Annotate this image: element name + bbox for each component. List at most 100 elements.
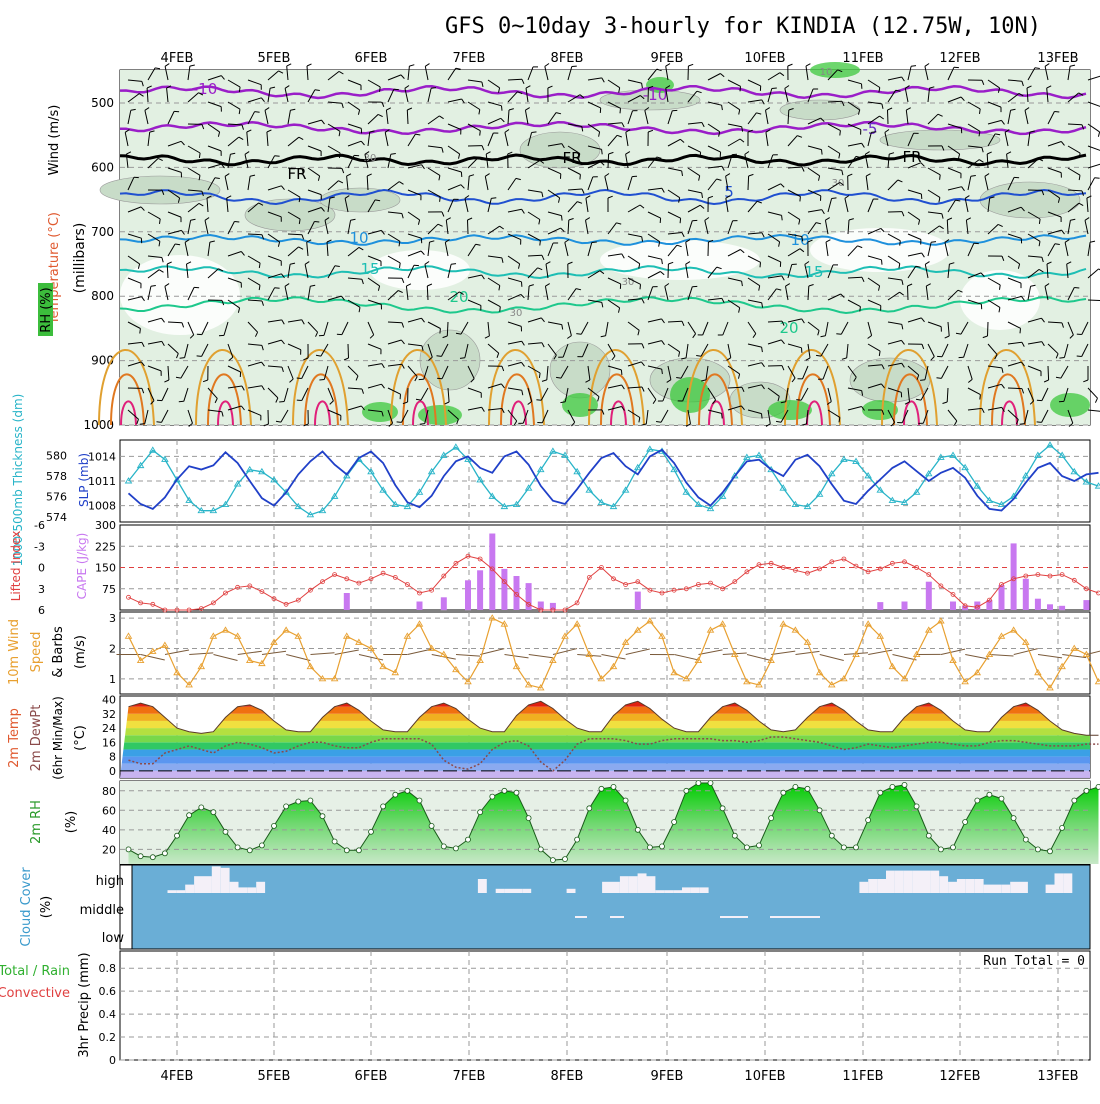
precip-tick-label: 0.2	[99, 1031, 117, 1044]
wind-barb-flag	[397, 422, 402, 423]
wind-barb-flag	[592, 242, 597, 243]
wind-barb-flag	[1039, 219, 1040, 224]
wind-barb-flag	[234, 222, 239, 223]
rh2m-point	[235, 845, 240, 850]
cape-tick-label: 150	[95, 562, 116, 575]
rh-high-area	[670, 377, 710, 413]
cloud-high-cell	[478, 879, 487, 893]
cape-bar	[1023, 579, 1029, 610]
cloud-high-cell	[176, 890, 185, 893]
rh2m-tick-label: 80	[102, 785, 116, 798]
wind-barb-shaft	[447, 322, 448, 336]
rh2m-point	[599, 786, 604, 791]
rh-contour-area	[245, 199, 335, 231]
upper-label-rh: RH (%)	[39, 287, 54, 332]
wind-barb-flag	[656, 422, 661, 423]
top-date-label: 8FEB	[551, 51, 584, 66]
wind-barb-flag	[307, 64, 312, 66]
thickness-tick-label: 574	[46, 511, 67, 524]
cloud-high-cell	[185, 885, 194, 893]
wind-barb-flag	[380, 87, 381, 92]
wind-tick-label: 1	[109, 673, 116, 686]
cloud-high-cell	[655, 890, 664, 893]
temp-band	[120, 728, 1090, 735]
wind-barb-flag	[197, 356, 202, 357]
precip-tick-label: 0	[109, 1054, 116, 1067]
cloud-high-cell	[673, 890, 682, 893]
cape-bar	[902, 602, 908, 611]
temp-tick-label: 8	[109, 751, 116, 764]
bottom-date-label: 7FEB	[453, 1069, 486, 1084]
wind-barb-10m	[505, 655, 529, 658]
rh2m-point	[162, 851, 167, 856]
wind-barb-10m	[1038, 655, 1062, 658]
rh2m-point	[1084, 788, 1089, 793]
wind-barb-flag	[1037, 422, 1042, 423]
wind-barb-flag	[275, 156, 280, 157]
cloud-high-cell	[922, 871, 931, 893]
bottom-date-label: 5FEB	[258, 1069, 291, 1084]
rh2m-point	[987, 792, 992, 797]
lifted-index-tick-label: -3	[34, 540, 45, 553]
pressure-tick-label: 600	[91, 160, 114, 174]
wind-barb-flag	[782, 215, 783, 220]
cloud-high-cell	[957, 879, 966, 893]
wind-barb-flag	[860, 307, 861, 312]
wind-barb-shaft	[427, 286, 428, 300]
wind-barb-flag	[440, 197, 441, 202]
wind-barb-flag	[140, 329, 141, 334]
wind-barb-flag	[425, 64, 429, 67]
rh2m-point	[563, 857, 568, 862]
wind-barb-flag	[680, 218, 681, 223]
precip-total-label: Total / Rain	[0, 964, 70, 979]
wind-barb-10m	[868, 650, 892, 654]
rh2m-point	[854, 845, 859, 850]
rh-contour-area	[550, 342, 610, 398]
rh2m-point	[781, 790, 786, 795]
wind-barb-flag	[1090, 241, 1095, 242]
panel-frame-wind10	[120, 612, 1090, 694]
rh2m-point	[696, 781, 701, 786]
wind-barb-shaft	[828, 101, 842, 102]
wind-barb-shaft	[1048, 366, 1049, 380]
rh2m-point	[478, 810, 483, 815]
wind-barb-flag	[980, 109, 981, 114]
wind-barb-10m	[747, 655, 771, 661]
wind-barb-flag	[806, 64, 810, 66]
cloud-high-cell	[522, 889, 531, 893]
rh2m-point	[259, 843, 264, 848]
wind-barb-flag	[409, 65, 414, 66]
wind-barb-flag	[796, 400, 801, 401]
rh2m-point	[550, 858, 555, 863]
wind-barb-flag	[536, 400, 541, 401]
wind-barb-flag	[279, 402, 284, 403]
wind-barb-10m	[626, 649, 650, 654]
run-total-label: Run Total = 0	[983, 954, 1085, 969]
rh2m-point	[805, 786, 810, 791]
cape-bar	[441, 597, 447, 610]
cloud-high-cell	[966, 879, 975, 893]
rh2m-point	[890, 784, 895, 789]
wind-barb-10m	[941, 649, 965, 654]
rh2m-point	[175, 833, 180, 838]
wind-barb-flag	[440, 329, 441, 334]
wind-barb-10m	[529, 655, 553, 658]
wind-barb-shaft	[168, 322, 182, 323]
rh2m-point	[150, 855, 155, 860]
rh2m-point	[999, 796, 1004, 801]
rh-high-area	[1050, 393, 1090, 417]
wind-barb-flag	[491, 198, 496, 199]
rh2m-point	[308, 798, 313, 803]
rh2m-point	[1072, 798, 1077, 803]
thickness-tick-label: 578	[46, 470, 67, 483]
cloud-high-cell	[1019, 882, 1028, 893]
temp-tick-label: 40	[102, 694, 116, 707]
wind-barb-flag	[532, 132, 537, 133]
cloud-high-cell	[496, 889, 505, 893]
rh-dry-area	[370, 250, 470, 290]
cloud-high-cell	[691, 887, 700, 893]
pressure-tick-label: 500	[91, 96, 114, 110]
cloud-high-cell	[930, 871, 939, 893]
wind-barb-flag	[762, 414, 763, 419]
cloud-high-cell	[1055, 873, 1064, 893]
